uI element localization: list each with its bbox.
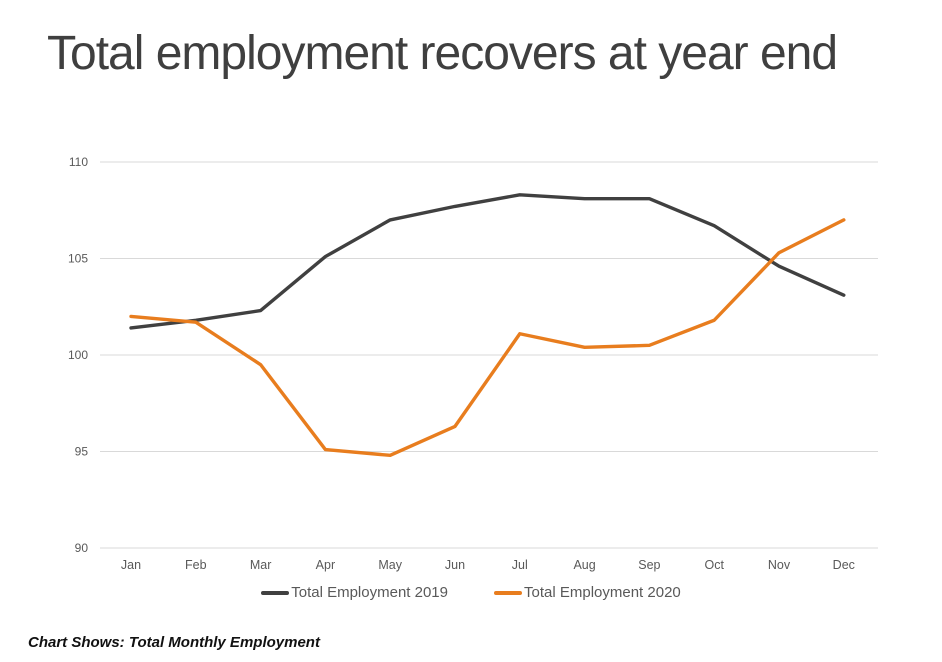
y-tick-label-95: 95 xyxy=(75,445,89,459)
legend-swatch-2020 xyxy=(494,590,522,595)
chart-footnote: Chart Shows: Total Monthly Employment xyxy=(28,634,320,651)
y-tick-label-100: 100 xyxy=(68,348,88,362)
y-tick-label-105: 105 xyxy=(68,252,88,266)
legend-swatch-2019 xyxy=(261,590,290,595)
x-tick-label-aug: Aug xyxy=(573,558,595,572)
y-tick-label-90: 90 xyxy=(75,541,89,555)
x-tick-label-mar: Mar xyxy=(250,558,272,572)
legend-label-2020: Total Employment 2020 xyxy=(524,584,681,601)
legend-label-2019: Total Employment 2019 xyxy=(291,584,448,601)
series-line-total-employment-2020 xyxy=(129,218,846,458)
x-tick-label-dec: Dec xyxy=(833,558,855,572)
legend-item-2020: Total Employment 2020 xyxy=(494,584,681,601)
chart-title: Total employment recovers at year end xyxy=(47,27,838,80)
x-tick-label-may: May xyxy=(378,558,402,572)
legend-item-2019: Total Employment 2019 xyxy=(261,584,448,601)
chart-legend: Total Employment 2019 Total Employment 2… xyxy=(0,584,942,601)
x-tick-label-feb: Feb xyxy=(185,558,207,572)
x-tick-label-jan: Jan xyxy=(121,558,141,572)
x-tick-label-apr: Apr xyxy=(316,558,335,572)
x-tick-label-jul: Jul xyxy=(512,558,528,572)
x-tick-label-nov: Nov xyxy=(768,558,791,572)
series-line-total-employment-2019 xyxy=(129,193,846,330)
x-tick-label-jun: Jun xyxy=(445,558,465,572)
y-tick-label-110: 110 xyxy=(69,155,88,169)
x-tick-label-sep: Sep xyxy=(638,558,660,572)
x-tick-label-oct: Oct xyxy=(704,558,724,572)
